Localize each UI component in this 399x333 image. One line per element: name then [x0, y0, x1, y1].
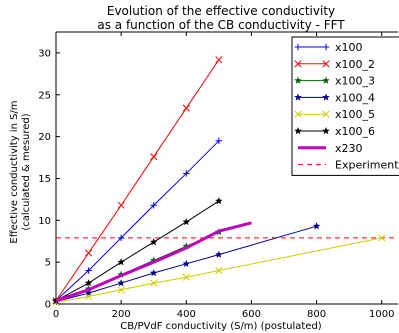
data-point — [150, 153, 158, 161]
data-point — [150, 202, 157, 209]
series-line-x230 — [55, 221, 252, 303]
data-point — [85, 267, 92, 274]
data-point — [117, 234, 125, 242]
legend-marker — [294, 126, 302, 135]
data-point — [215, 56, 223, 64]
y-tick-label: 10 — [38, 216, 51, 227]
legend-label: x100 — [335, 41, 363, 54]
legend-label: x100_6 — [335, 125, 375, 138]
series-line-x100 — [55, 140, 220, 302]
y-tick-label: 30 — [38, 48, 51, 59]
chart-title: Evolution of the effective conductivity — [107, 4, 335, 18]
data-point — [149, 268, 158, 277]
x-tick-label: 800 — [307, 309, 326, 320]
data-point — [312, 222, 321, 230]
data-point — [117, 258, 126, 266]
legend-marker — [294, 93, 302, 101]
y-tick-label: 20 — [38, 132, 51, 143]
data-point — [214, 196, 223, 205]
legend-label: x100_4 — [335, 91, 375, 104]
legend-marker — [294, 110, 302, 118]
legend-marker — [322, 93, 330, 101]
data-point — [150, 279, 158, 287]
data-point — [215, 266, 223, 275]
y-axis-label-2: (calculated & mesured) — [21, 113, 32, 230]
data-point — [215, 137, 223, 144]
legend-label: Experiment — [335, 159, 399, 172]
legend-marker — [322, 126, 330, 135]
x-tick-label: 600 — [242, 309, 261, 320]
legend-label: x100_3 — [335, 75, 375, 88]
legend-marker — [294, 60, 302, 68]
x-axis-label: CB/PVdF conductivity (S/m) (postulated) — [120, 321, 322, 332]
legend-label: x230 — [335, 142, 363, 155]
x-tick-label: 400 — [177, 309, 196, 320]
legend-label: x100_2 — [335, 58, 375, 71]
data-point — [182, 104, 190, 112]
legend-marker — [294, 76, 302, 84]
data-point — [85, 292, 93, 301]
plot-area: 0 200 400 600 800 1000 0 5 10 15 20 25 30 — [38, 31, 398, 320]
legend-marker — [322, 76, 330, 84]
data-point — [182, 217, 191, 226]
data-point — [117, 201, 125, 209]
x-tick-label: 0 — [53, 309, 59, 320]
data-point — [378, 234, 386, 242]
legend-marker — [322, 43, 330, 51]
y-tick-label: 25 — [38, 90, 51, 101]
legend-label: x100_5 — [335, 108, 375, 121]
chart-subtitle: as a function of the CB conductivity - F… — [97, 18, 345, 32]
y-tick-label: 5 — [45, 258, 51, 269]
data-point — [85, 249, 93, 257]
y-tick-label: 0 — [45, 300, 51, 311]
data-point — [117, 286, 125, 294]
data-point — [183, 170, 190, 177]
legend-marker — [322, 110, 330, 118]
data-point — [117, 278, 126, 287]
y-axis-label: Effective conductivity in S/m — [9, 100, 20, 243]
x-tick-label: 1000 — [369, 309, 394, 320]
x-tick-label: 200 — [112, 309, 131, 320]
legend-marker — [294, 43, 302, 51]
data-point — [214, 250, 223, 258]
data-point — [182, 273, 190, 281]
data-point — [182, 259, 191, 268]
data-point — [84, 278, 93, 287]
legend-marker — [322, 60, 330, 68]
legend-box — [291, 36, 399, 176]
legend: x100 x100_2 x100_3 x100_4 x100_5 x100_6 x230 Ex… — [291, 36, 399, 176]
series-line-x100-6 — [55, 200, 220, 302]
data-point — [149, 237, 158, 246]
series-line-x100-2 — [55, 59, 220, 301]
y-tick-label: 15 — [38, 174, 51, 185]
